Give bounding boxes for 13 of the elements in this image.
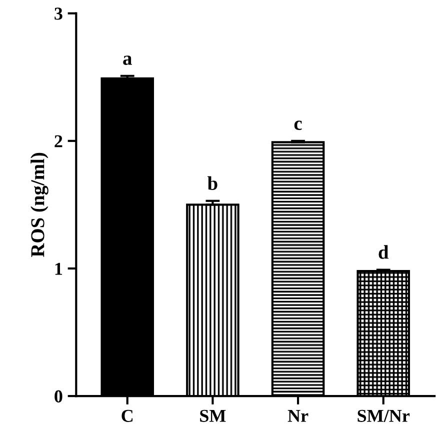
annotation: b bbox=[208, 176, 218, 190]
y-tick-label: 3 bbox=[54, 8, 62, 20]
y-axis-title: ROS (ng/ml) bbox=[30, 152, 48, 258]
y-tick-label: 2 bbox=[54, 135, 62, 148]
x-tick-label: Nr bbox=[288, 410, 308, 422]
y-tick-label: 0 bbox=[54, 390, 62, 402]
annotation: a bbox=[123, 56, 132, 65]
annotation: c bbox=[294, 120, 302, 130]
y-tick-label: 1 bbox=[55, 262, 62, 275]
annotation: d bbox=[378, 245, 389, 259]
x-tick-label: SM/Nr bbox=[358, 410, 410, 422]
x-tick-label: C bbox=[122, 410, 133, 422]
x-tick-label: SM bbox=[200, 410, 226, 422]
